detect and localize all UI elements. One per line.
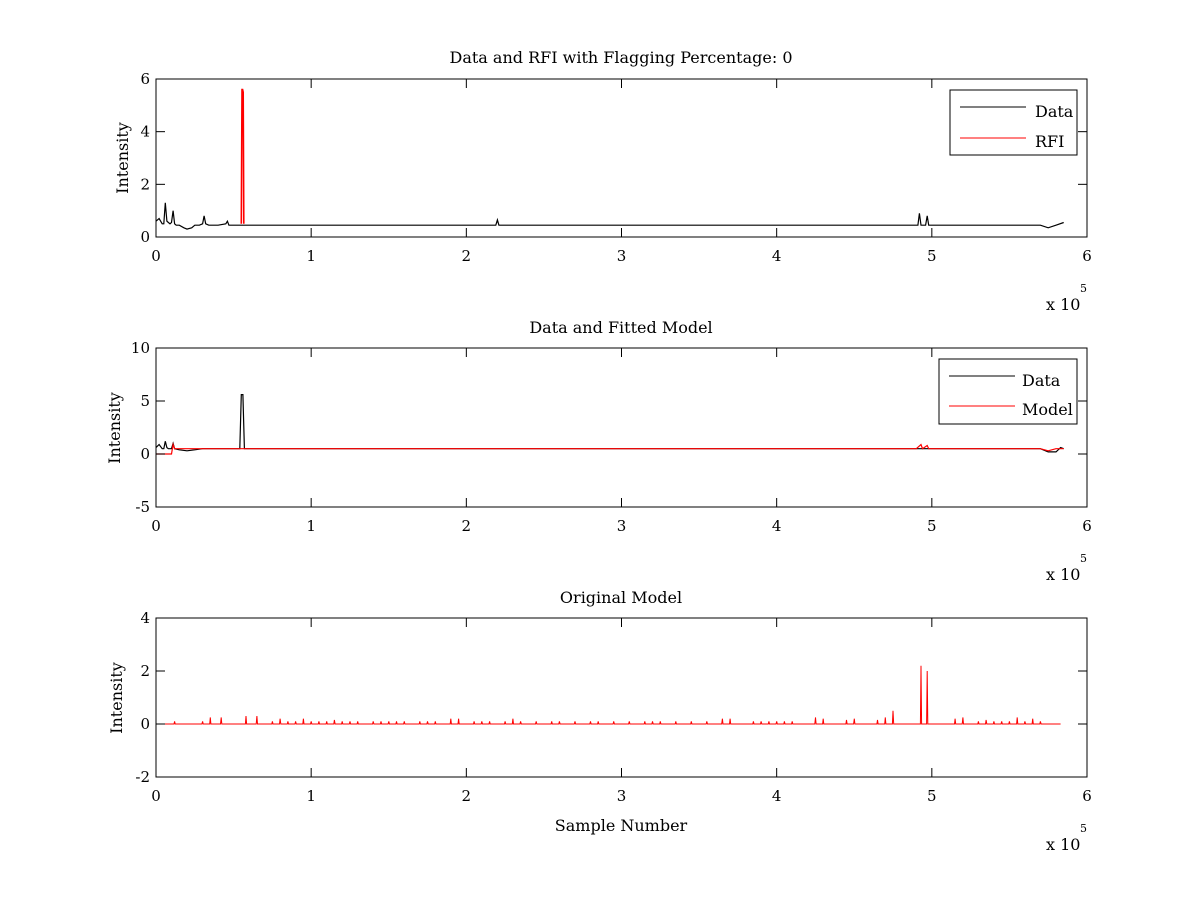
- multiplier-exponent: 5: [1080, 822, 1087, 835]
- plot-area: [155, 88, 1064, 230]
- x-tick-label: 5: [927, 247, 937, 265]
- y-tick-label: 4: [140, 123, 150, 141]
- subplot-title: Data and RFI with Flagging Percentage: 0: [449, 48, 792, 67]
- y-tick-label: 6: [140, 70, 150, 88]
- x-tick-label: 6: [1082, 247, 1092, 265]
- legend-label-data: Data: [1035, 102, 1074, 121]
- subplot-title: Data and Fitted Model: [529, 318, 712, 337]
- x-tick-label: 3: [617, 247, 627, 265]
- y-axis-label: Intensity: [107, 662, 126, 734]
- y-tick-label: -5: [135, 498, 150, 516]
- y-axis-label: Intensity: [105, 392, 124, 464]
- x-tick-label: 0: [151, 247, 161, 265]
- axis-ticks: 0 1 2 3 4 5 6 0 2 4 6: [140, 70, 1091, 265]
- x-tick-label: 4: [772, 787, 782, 805]
- x-tick-label: 0: [151, 787, 161, 805]
- y-tick-label: 4: [140, 609, 150, 627]
- series-line-rfi: [240, 88, 245, 224]
- subplot-data-model: Data and Fitted Model Intensity 0 1 2 3 4 5 6 -…: [105, 318, 1092, 584]
- series-line-data: [155, 394, 1064, 453]
- legend: Data Model: [938, 358, 1078, 425]
- x-tick-label: 6: [1082, 787, 1092, 805]
- legend-label-data: Data: [1022, 371, 1061, 390]
- multiplier-exponent: 5: [1080, 282, 1087, 295]
- y-tick-label: 5: [140, 392, 150, 410]
- x-axis-multiplier: x 10 5: [1046, 282, 1087, 314]
- y-tick-label: 0: [140, 445, 150, 463]
- x-tick-label: 4: [772, 517, 782, 535]
- legend-label-model: Model: [1022, 400, 1073, 419]
- y-axis-label: Intensity: [113, 122, 132, 194]
- axes-frame: [155, 617, 1088, 778]
- y-tick-label: 2: [140, 662, 150, 680]
- subplot-data-rfi: Data and RFI with Flagging Percentage: 0…: [113, 48, 1092, 314]
- multiplier-base: x 10: [1046, 835, 1080, 854]
- y-tick-label: 0: [140, 228, 150, 246]
- y-tick-label: 2: [140, 175, 150, 193]
- x-tick-label: 2: [462, 247, 472, 265]
- y-tick-label: -2: [135, 768, 150, 786]
- x-tick-label: 0: [151, 517, 161, 535]
- x-tick-label: 5: [927, 787, 937, 805]
- x-tick-label: 2: [462, 787, 472, 805]
- x-tick-label: 1: [306, 517, 316, 535]
- x-tick-label: 4: [772, 247, 782, 265]
- x-tick-label: 2: [462, 517, 472, 535]
- x-tick-label: 5: [927, 517, 937, 535]
- legend: Data RFI: [949, 89, 1078, 156]
- multiplier-base: x 10: [1046, 295, 1080, 314]
- x-tick-label: 3: [617, 787, 627, 805]
- y-tick-label: 0: [140, 715, 150, 733]
- axes-frame: [155, 78, 1088, 238]
- x-tick-label: 1: [306, 247, 316, 265]
- subplot-title: Original Model: [560, 588, 682, 607]
- multiplier-base: x 10: [1046, 565, 1080, 584]
- legend-box: [938, 358, 1078, 425]
- multiplier-exponent: 5: [1080, 552, 1087, 565]
- x-tick-label: 3: [617, 517, 627, 535]
- plot-area: [155, 394, 1064, 455]
- series-line-model: [156, 442, 1064, 455]
- legend-box: [949, 89, 1078, 156]
- plot-area: [156, 665, 1061, 725]
- x-tick-label: 6: [1082, 517, 1092, 535]
- x-axis-multiplier: x 10 5: [1046, 552, 1087, 584]
- series-line-model: [156, 665, 1061, 725]
- y-tick-label: 10: [131, 339, 150, 357]
- series-line-data: [155, 202, 1064, 230]
- x-tick-label: 1: [306, 787, 316, 805]
- x-axis-multiplier: x 10 5: [1046, 822, 1087, 854]
- legend-label-rfi: RFI: [1035, 132, 1064, 151]
- x-axis-label: Sample Number: [555, 816, 688, 835]
